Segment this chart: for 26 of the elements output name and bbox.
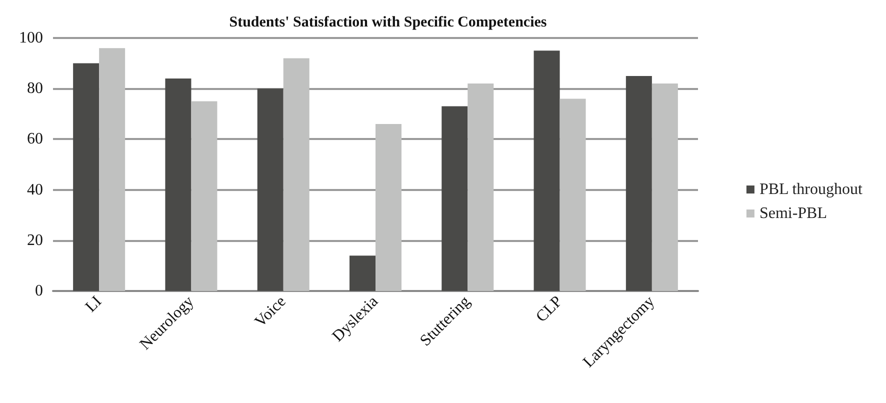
y-tick-label: 80 [27,80,43,98]
y-tick-label: 0 [35,282,43,300]
y-tick-label: 40 [27,181,43,198]
bar [626,76,652,291]
y-tick-label: 100 [19,30,43,46]
legend-label: PBL throughout [759,181,863,198]
x-tick-label: Voice [252,292,290,331]
legend-label: Semi-PBL [759,205,827,222]
bar [652,84,678,291]
bar [191,101,218,291]
bar [468,84,494,291]
bar [442,106,468,291]
bar [99,48,126,291]
bar [283,58,310,291]
y-tick-label: 20 [27,232,43,249]
bar [560,98,586,291]
y-tick-label: 60 [27,130,43,148]
x-tick-label: CLP [533,292,566,326]
x-tick-label: LI [82,292,106,316]
bar [257,88,284,291]
bar [73,63,100,291]
bar [534,50,560,291]
bar [376,124,402,291]
bar [165,78,192,291]
chart-title: Students' Satisfaction with Specific Competencies [229,14,547,30]
bar [350,256,376,291]
